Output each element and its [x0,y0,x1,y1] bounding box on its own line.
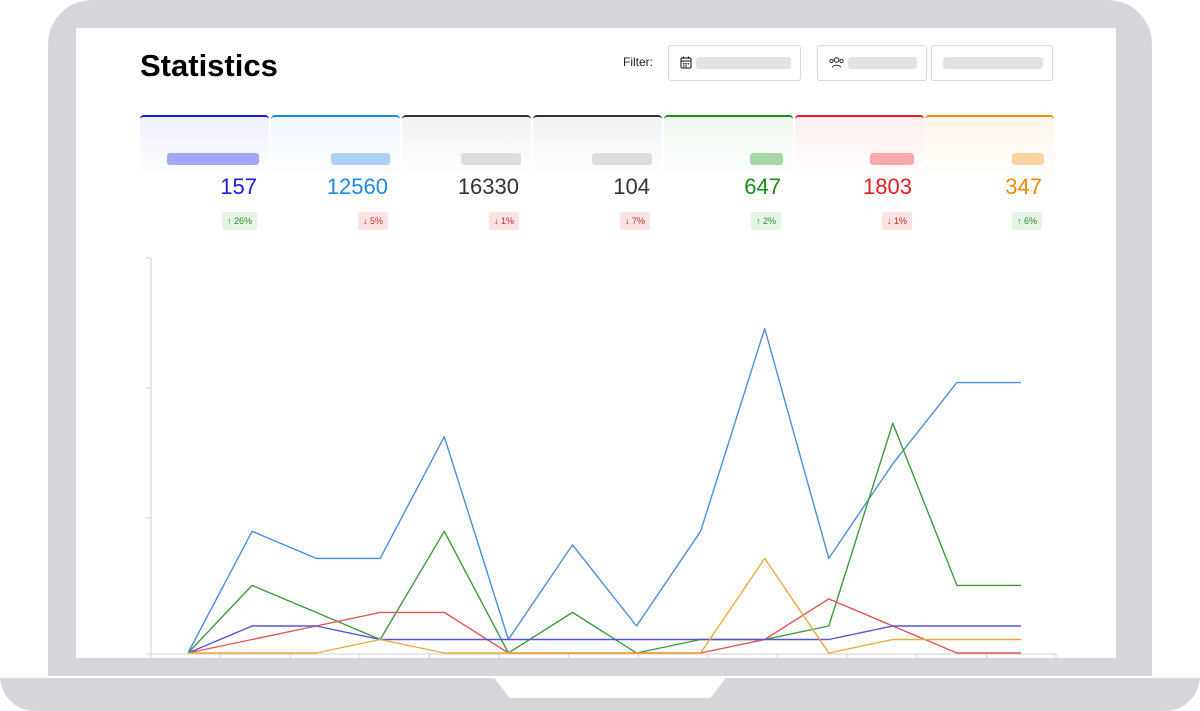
stat-card-delta-badge: ↑ 2% [750,212,781,230]
page-title: Statistics [140,48,278,83]
stat-card-header [271,115,400,177]
stat-card-label-placeholder [870,153,914,165]
stat-card-value: 1803 [863,174,912,199]
stat-card[interactable]: 647 ↑ 2% [664,115,793,233]
stat-card-label-placeholder [1012,153,1044,165]
stat-card-label-placeholder [592,153,652,165]
stat-card-value: 12560 [326,174,388,199]
stat-card-delta-badge: ↓ 7% [619,212,650,230]
stat-card[interactable]: 157 ↑ 26% [140,115,269,233]
stat-card[interactable]: 12560 ↓ 5% [271,115,400,233]
stat-card-header [664,115,793,177]
stat-card-label-placeholder [461,153,521,165]
stat-card-delta-badge: ↑ 26% [221,212,257,230]
laptop-notch [493,676,727,698]
laptop-screen: Statistics Filter: 157 ↑ 26% 12560 ↓ 5% 1633… [76,28,1116,658]
stat-card-value: 104 [613,174,650,199]
date-filter[interactable] [668,45,801,81]
stat-card-label-placeholder [750,153,783,165]
stat-card-header [925,115,1054,177]
series-line-4 [187,625,1021,654]
stat-card-header [795,115,924,177]
group-filter[interactable] [817,45,927,81]
stat-card-delta-badge: ↓ 5% [357,212,388,230]
stat-card-header [533,115,662,177]
extra-filter[interactable] [931,45,1053,81]
series-line-5 [188,557,1021,654]
stat-card-label-placeholder [331,153,390,165]
stat-card[interactable]: 1803 ↓ 1% [795,115,924,233]
stat-card-delta-badge: ↓ 1% [881,212,912,230]
stat-card-delta-badge: ↑ 6% [1011,212,1042,230]
series-line-2 [187,422,1021,654]
stat-card-header [402,115,531,177]
stat-card[interactable]: 347 ↑ 6% [925,115,1054,233]
stat-card-header [140,115,269,177]
filter-label: Filter: [623,55,653,69]
line-chart [146,257,1057,658]
stat-card-delta-badge: ↓ 1% [488,212,519,230]
series-line-1 [187,327,1021,654]
stat-card-value: 647 [744,174,781,199]
stat-card-value: 16330 [457,174,519,199]
date-filter-placeholder [696,57,791,69]
stat-card[interactable]: 104 ↓ 7% [533,115,662,233]
group-filter-placeholder [848,57,917,69]
stat-card-value: 347 [1005,174,1042,199]
stat-card[interactable]: 16330 ↓ 1% [402,115,531,233]
stat-card-label-placeholder [167,153,259,165]
users-icon [829,57,844,68]
stat-card-value: 157 [220,174,257,199]
extra-filter-placeholder [943,57,1043,69]
calendar-icon [680,56,692,69]
